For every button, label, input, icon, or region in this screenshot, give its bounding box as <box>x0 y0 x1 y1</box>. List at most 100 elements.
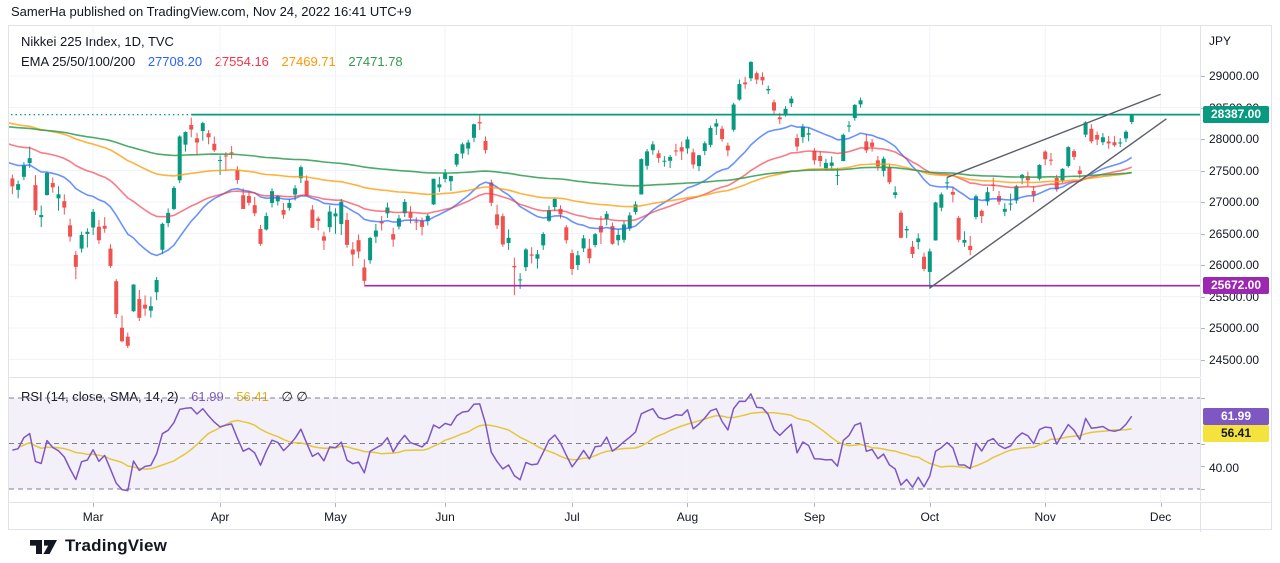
time-axis-label-oct: Oct <box>920 510 940 524</box>
candle <box>91 209 96 235</box>
candle-body <box>189 125 194 130</box>
candle <box>922 252 927 272</box>
candle-body <box>581 238 586 249</box>
candle <box>310 205 315 228</box>
price-axis-label: 25000.00 <box>1209 321 1260 335</box>
candle-body <box>460 144 465 154</box>
candle-body <box>200 123 205 131</box>
candle <box>218 155 223 175</box>
candle <box>454 153 459 167</box>
candle-body <box>875 160 880 167</box>
rsi-pane[interactable]: RSI (14, close, SMA, 14, 2) 61.99 56.41 … <box>9 377 1200 502</box>
candle <box>806 127 811 142</box>
candle <box>154 277 159 301</box>
candle <box>1095 131 1100 146</box>
rsi-legend-row[interactable]: RSI (14, close, SMA, 14, 2) 61.99 56.41 … <box>21 389 317 405</box>
candle-body <box>1066 147 1071 166</box>
candle <box>235 166 240 184</box>
candle-body <box>350 249 355 255</box>
trend-line-upper[interactable] <box>946 93 1161 179</box>
candle-body <box>171 187 176 209</box>
candle-body <box>1106 141 1111 144</box>
ema100-line <box>9 122 1132 208</box>
attribution-text: SamerHa published on TradingView.com, No… <box>11 4 412 19</box>
candle <box>506 229 511 250</box>
candle-body <box>1089 128 1094 142</box>
candle-body <box>120 327 124 342</box>
chart-container: Nikkei 225 Index, 1D, TVC EMA 25/50/100/… <box>8 25 1272 532</box>
candle <box>62 194 67 215</box>
candle <box>489 179 494 207</box>
candle-body <box>893 192 898 196</box>
price-axis[interactable]: JPY 24500.00 25000.00 25500.00 26000.00 2650… <box>1200 26 1272 377</box>
price-pane[interactable]: Nikkei 225 Index, 1D, TVC EMA 25/50/100/… <box>9 26 1200 377</box>
candle-body <box>102 225 107 229</box>
candle <box>766 85 771 95</box>
candle <box>523 248 528 272</box>
candle <box>327 205 332 233</box>
candle-body <box>558 208 563 215</box>
time-axis[interactable]: Mar Apr May Jun Jul Aug Sep Oct Nov Dec <box>9 502 1200 532</box>
candle <box>316 216 321 231</box>
candle-body <box>177 136 182 181</box>
candle-body <box>212 143 217 151</box>
footer-watermark[interactable]: TradingView <box>30 536 167 556</box>
candle <box>852 104 857 121</box>
candle-body <box>870 142 875 147</box>
candle <box>483 136 488 154</box>
candle <box>356 234 361 259</box>
rsi-axis[interactable]: 61.99 56.41 40.00 <box>1200 378 1272 501</box>
candle <box>1089 124 1094 144</box>
candle <box>270 188 275 208</box>
candle-body <box>27 158 32 164</box>
candle <box>120 315 124 343</box>
candle-body <box>950 191 955 195</box>
candle-body <box>1025 176 1030 181</box>
candle <box>656 150 661 163</box>
candle-body <box>673 150 678 152</box>
candle-body <box>316 218 321 221</box>
candle-body <box>241 195 246 209</box>
rsi-ma-line <box>17 411 1132 470</box>
candle-body <box>362 267 367 281</box>
candle-body <box>91 211 96 228</box>
trend-line-lower[interactable] <box>929 118 1167 289</box>
candle-body <box>1043 151 1048 160</box>
time-axis-tick <box>445 503 447 507</box>
ema-legend-row[interactable]: EMA 25/50/100/200 27708.20 27554.16 2746… <box>21 52 403 72</box>
candle-body <box>818 156 823 161</box>
ema25-value: 27708.20 <box>147 54 203 69</box>
candle <box>177 135 182 184</box>
candle <box>691 148 696 169</box>
candle-body <box>535 254 540 259</box>
candle <box>795 133 800 152</box>
candle-body <box>523 249 528 268</box>
rsi-ma-badge: 56.41 <box>1203 425 1269 442</box>
time-axis-tick <box>93 503 95 507</box>
candle <box>131 284 136 312</box>
candles <box>10 61 1134 349</box>
candle-body <box>166 212 171 224</box>
candle <box>518 273 523 289</box>
candle <box>223 152 228 171</box>
candle <box>818 151 823 167</box>
candle-body <box>812 150 817 161</box>
candle <box>500 213 505 247</box>
rsi-legend-label: RSI (14, close, SMA, 14, 2) <box>21 389 179 404</box>
candle-body <box>396 218 401 227</box>
candle-body <box>910 246 915 255</box>
symbol-title[interactable]: Nikkei 225 Index, 1D, TVC <box>21 34 174 49</box>
candle-body <box>668 156 673 161</box>
candle-body <box>737 84 742 100</box>
time-axis-label-may: May <box>324 510 347 524</box>
ema50-line <box>9 143 1132 222</box>
candle-body <box>650 144 655 151</box>
candle <box>391 227 396 247</box>
candle-body <box>229 152 234 154</box>
rsi-value-badge: 61.99 <box>1203 408 1269 425</box>
candle <box>1118 138 1123 148</box>
candle <box>166 208 171 228</box>
candle <box>379 215 384 231</box>
candle-body <box>766 88 771 91</box>
candle <box>1072 149 1077 161</box>
